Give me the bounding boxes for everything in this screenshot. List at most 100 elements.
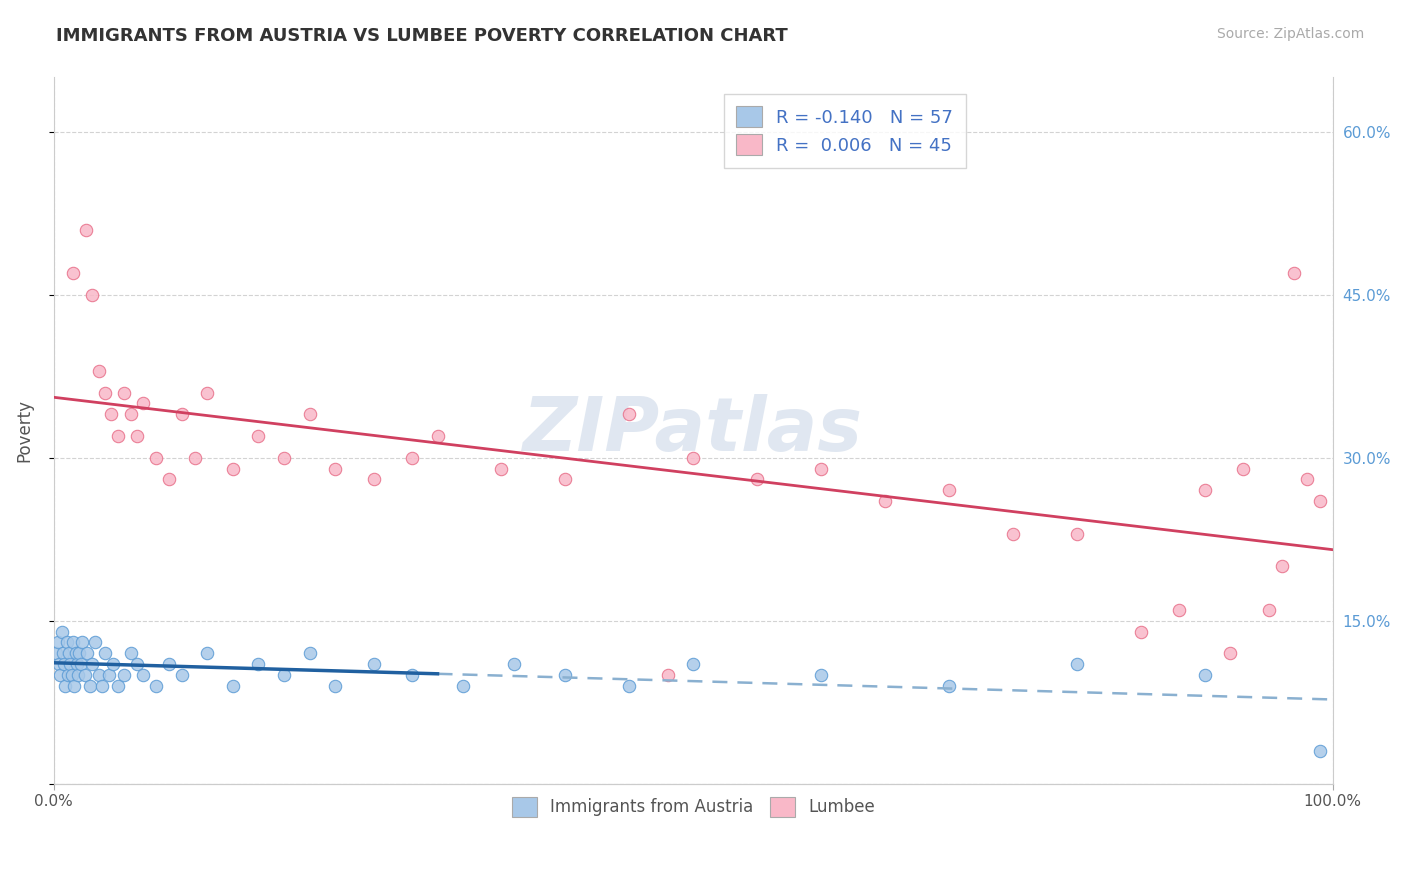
Point bbox=[1257, 603, 1279, 617]
Point bbox=[503, 657, 526, 672]
Legend: Immigrants from Austria, Lumbee: Immigrants from Austria, Lumbee bbox=[503, 789, 883, 825]
Point bbox=[747, 473, 769, 487]
Point bbox=[112, 668, 135, 682]
Point bbox=[273, 668, 295, 682]
Point bbox=[1309, 494, 1331, 508]
Point bbox=[682, 450, 704, 465]
Point bbox=[59, 657, 82, 672]
Point bbox=[94, 646, 117, 660]
Point bbox=[91, 679, 114, 693]
Point bbox=[70, 635, 93, 649]
Point bbox=[49, 668, 72, 682]
Point bbox=[938, 483, 960, 498]
Point bbox=[53, 657, 76, 672]
Point bbox=[298, 646, 321, 660]
Point bbox=[145, 450, 167, 465]
Point bbox=[66, 657, 89, 672]
Point bbox=[157, 473, 180, 487]
Point bbox=[1232, 461, 1254, 475]
Point bbox=[1194, 668, 1216, 682]
Point bbox=[107, 679, 129, 693]
Point bbox=[1271, 559, 1294, 574]
Point bbox=[45, 646, 67, 660]
Point bbox=[195, 385, 218, 400]
Point bbox=[107, 429, 129, 443]
Point bbox=[94, 385, 117, 400]
Point bbox=[145, 679, 167, 693]
Point bbox=[87, 364, 110, 378]
Point bbox=[112, 385, 135, 400]
Point bbox=[183, 450, 205, 465]
Point bbox=[67, 668, 90, 682]
Text: ZIPatlas: ZIPatlas bbox=[523, 394, 863, 467]
Point bbox=[170, 668, 193, 682]
Point bbox=[363, 657, 385, 672]
Point bbox=[97, 668, 120, 682]
Point bbox=[60, 668, 83, 682]
Point bbox=[1219, 646, 1241, 660]
Point bbox=[363, 473, 385, 487]
Point bbox=[51, 624, 73, 639]
Point bbox=[426, 429, 449, 443]
Point bbox=[69, 657, 91, 672]
Point bbox=[55, 635, 77, 649]
Point bbox=[125, 657, 148, 672]
Point bbox=[82, 657, 104, 672]
Point bbox=[810, 668, 832, 682]
Point bbox=[554, 473, 576, 487]
Point bbox=[79, 679, 101, 693]
Point bbox=[1194, 483, 1216, 498]
Point bbox=[67, 646, 90, 660]
Point bbox=[83, 635, 105, 649]
Point bbox=[273, 450, 295, 465]
Point bbox=[1309, 744, 1331, 758]
Point bbox=[1066, 657, 1088, 672]
Point bbox=[120, 407, 142, 421]
Point bbox=[222, 679, 245, 693]
Point bbox=[810, 461, 832, 475]
Point bbox=[938, 679, 960, 693]
Point bbox=[62, 635, 84, 649]
Point bbox=[554, 668, 576, 682]
Point bbox=[75, 222, 97, 236]
Point bbox=[132, 396, 155, 410]
Point bbox=[323, 461, 346, 475]
Point bbox=[247, 429, 270, 443]
Point bbox=[101, 657, 124, 672]
Point bbox=[1284, 266, 1306, 280]
Point bbox=[46, 635, 69, 649]
Text: IMMIGRANTS FROM AUSTRIA VS LUMBEE POVERTY CORRELATION CHART: IMMIGRANTS FROM AUSTRIA VS LUMBEE POVERT… bbox=[56, 27, 787, 45]
Point bbox=[62, 266, 84, 280]
Point bbox=[53, 679, 76, 693]
Point bbox=[65, 646, 87, 660]
Point bbox=[1168, 603, 1191, 617]
Point bbox=[132, 668, 155, 682]
Point bbox=[63, 679, 86, 693]
Point bbox=[120, 646, 142, 660]
Point bbox=[401, 668, 423, 682]
Point bbox=[82, 287, 104, 301]
Point bbox=[170, 407, 193, 421]
Point bbox=[125, 429, 148, 443]
Point bbox=[298, 407, 321, 421]
Point bbox=[1296, 473, 1319, 487]
Point bbox=[48, 657, 70, 672]
Point bbox=[56, 668, 79, 682]
Point bbox=[1129, 624, 1152, 639]
Point bbox=[195, 646, 218, 660]
Point bbox=[619, 407, 641, 421]
Point bbox=[451, 679, 474, 693]
Point bbox=[157, 657, 180, 672]
Point bbox=[87, 668, 110, 682]
Point bbox=[247, 657, 270, 672]
Point bbox=[52, 646, 75, 660]
Point bbox=[619, 679, 641, 693]
Point bbox=[401, 450, 423, 465]
Point bbox=[222, 461, 245, 475]
Point bbox=[682, 657, 704, 672]
Point bbox=[58, 646, 80, 660]
Point bbox=[1066, 526, 1088, 541]
Point bbox=[73, 668, 96, 682]
Y-axis label: Poverty: Poverty bbox=[15, 399, 32, 462]
Point bbox=[657, 668, 679, 682]
